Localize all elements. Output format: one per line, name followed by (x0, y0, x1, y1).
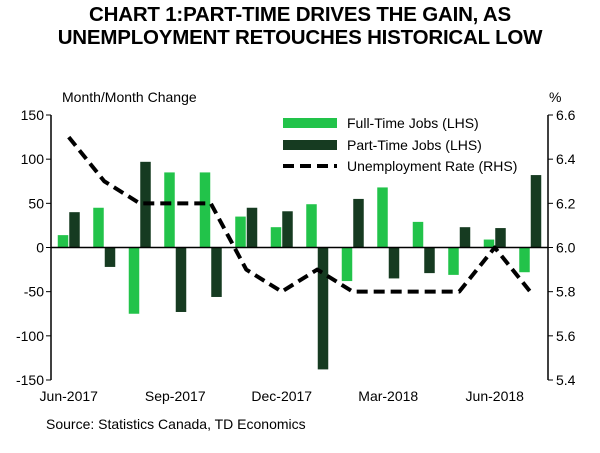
full-time-bar-may-2018 (448, 247, 459, 275)
x-tick-label: Mar-2018 (358, 388, 418, 404)
full-time-bar-apr-2018 (412, 221, 424, 248)
part-time-bar-apr-2018 (424, 247, 435, 274)
right-tick-label: 5.6 (556, 328, 576, 344)
part-time-bar-jun-2017 (69, 212, 80, 248)
left-tick-label: -50 (24, 284, 44, 300)
part-time-bar-jan-2018 (317, 247, 329, 370)
x-tick-label: Sep-2017 (145, 388, 206, 404)
right-tick-label: 6.6 (556, 107, 576, 123)
left-tick-label: 50 (28, 195, 44, 211)
left-tick-label: -150 (16, 372, 44, 388)
x-tick-label: Jun-2017 (40, 388, 99, 404)
x-tick-label: Jun-2018 (466, 388, 525, 404)
full-time-bar-feb-2018 (341, 247, 353, 282)
right-tick-label: 5.8 (556, 284, 576, 300)
legend: Full-Time Jobs (LHS) Part-Time Jobs (LHS)… (283, 115, 517, 174)
part-time-bar-jun-2018 (495, 228, 506, 248)
right-axis-label: % (549, 89, 561, 105)
part-time-bar-feb-2018 (353, 198, 364, 248)
tick-labels-layer: -150 -100 -50 0 50 100 150 5.4 5.6 5.8 6.0 6.2 6.4 6.… (16, 107, 576, 404)
line-layer (67, 135, 532, 294)
full-time-bar-sep-2017 (164, 172, 175, 248)
full-time-bar-mar-2018 (377, 187, 388, 248)
part-time-bar-jul-2018 (530, 175, 542, 248)
part-time-bar-oct-2017 (211, 247, 222, 297)
full-time-bar-jul-2017 (93, 207, 104, 248)
x-tick-label: Dec-2017 (251, 388, 312, 404)
left-tick-label: 0 (36, 240, 44, 256)
legend-full-time-label: Full-Time Jobs (LHS) (347, 115, 479, 131)
full-time-bar-nov-2017 (235, 216, 246, 248)
part-time-bar-jul-2017 (104, 247, 116, 267)
right-tick-label: 6.2 (556, 195, 576, 211)
left-tick-label: 100 (21, 151, 45, 167)
full-time-bar-jun-2018 (483, 239, 495, 248)
left-tick-label: 150 (21, 107, 45, 123)
full-time-bar-jul-2018 (519, 247, 530, 273)
axes-layer (46, 114, 553, 381)
part-time-bar-sep-2017 (175, 247, 187, 312)
source-note: Source: Statistics Canada, TD Economics (46, 416, 306, 432)
bars-layer (57, 161, 542, 370)
unemployment-rate-line (67, 135, 532, 294)
right-tick-label: 6.4 (556, 151, 576, 167)
chart-title-line-2: UNEMPLOYMENT RETOUCHES HISTORICAL LOW (57, 26, 543, 49)
full-time-bar-oct-2017 (199, 172, 211, 248)
legend-unemployment-label: Unemployment Rate (RHS) (347, 158, 517, 174)
legend-full-time-swatch (283, 118, 337, 128)
part-time-bar-nov-2017 (246, 207, 258, 248)
left-tick-label: -100 (16, 328, 44, 344)
right-tick-label: 5.4 (556, 372, 576, 388)
full-time-bar-jun-2017 (57, 235, 69, 248)
part-time-bar-may-2018 (459, 227, 471, 248)
full-time-bar-jan-2018 (306, 204, 317, 248)
left-axis-label: Month/Month Change (62, 89, 197, 105)
legend-part-time-label: Part-Time Jobs (LHS) (347, 137, 482, 153)
chart-title-line-1: CHART 1:PART-TIME DRIVES THE GAIN, AS (89, 3, 511, 26)
right-tick-label: 6.0 (556, 240, 576, 256)
part-time-bar-mar-2018 (388, 247, 400, 279)
legend-part-time-swatch (283, 140, 337, 150)
chart-title: CHART 1:PART-TIME DRIVES THE GAIN, AS UN… (0, 3, 600, 49)
full-time-bar-dec-2017 (270, 227, 282, 248)
full-time-bar-aug-2017 (128, 247, 140, 314)
part-time-bar-dec-2017 (282, 211, 293, 248)
